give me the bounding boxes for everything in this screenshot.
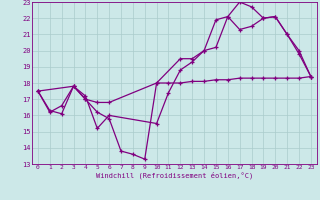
X-axis label: Windchill (Refroidissement éolien,°C): Windchill (Refroidissement éolien,°C) [96,172,253,179]
